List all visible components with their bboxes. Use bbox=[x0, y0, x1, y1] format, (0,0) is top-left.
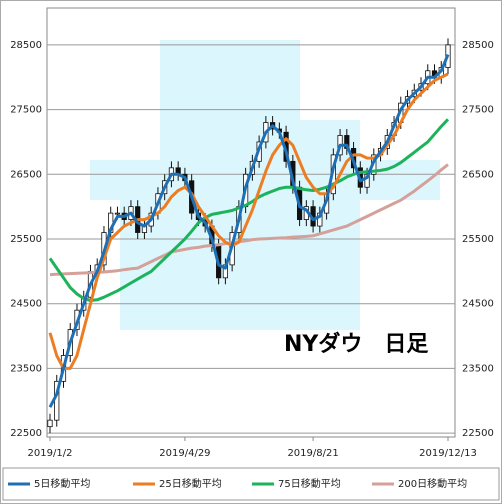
y-tick-label: 24500 bbox=[10, 299, 42, 310]
ma-line bbox=[48, 118, 450, 302]
legend-box bbox=[2, 467, 500, 501]
legend-label: 5日移動平均 bbox=[34, 477, 90, 490]
y-tick-label-right: 22500 bbox=[462, 428, 494, 439]
legend-label: 75日移動平均 bbox=[278, 477, 341, 490]
y-tick-label: 28500 bbox=[10, 40, 42, 51]
legend-label: 25日移動平均 bbox=[159, 477, 222, 490]
ma-line bbox=[48, 54, 450, 408]
x-tick-label: 2019/1/2 bbox=[28, 448, 73, 459]
y-tick-label-right: 27500 bbox=[462, 105, 494, 116]
legend-label: 200日移動平均 bbox=[398, 477, 467, 490]
y-tick-label: 27500 bbox=[10, 105, 42, 116]
y-tick-label: 26500 bbox=[10, 169, 42, 180]
candle-body bbox=[114, 212, 121, 215]
y-tick-label-right: 26500 bbox=[462, 169, 494, 180]
y-tick-label-right: 23500 bbox=[462, 363, 494, 374]
chart-title: NYダウ 日足 bbox=[284, 331, 428, 357]
y-tick-label-right: 25500 bbox=[462, 234, 494, 245]
x-tick-label: 2019/12/13 bbox=[419, 448, 477, 459]
y-tick-label: 25500 bbox=[10, 234, 42, 245]
x-tick-label: 2019/8/21 bbox=[287, 448, 338, 459]
plot-area bbox=[46, 7, 456, 438]
candle-body bbox=[47, 419, 53, 428]
watermark bbox=[90, 40, 440, 330]
y-tick-label: 23500 bbox=[10, 363, 42, 374]
y-tick-label: 22500 bbox=[10, 428, 42, 439]
x-tick-label: 2019/4/29 bbox=[159, 448, 210, 459]
y-tick-label-right: 24500 bbox=[462, 299, 494, 310]
y-tick-label-right: 28500 bbox=[462, 40, 494, 51]
ma-line bbox=[48, 72, 449, 370]
ma-line bbox=[49, 163, 449, 277]
